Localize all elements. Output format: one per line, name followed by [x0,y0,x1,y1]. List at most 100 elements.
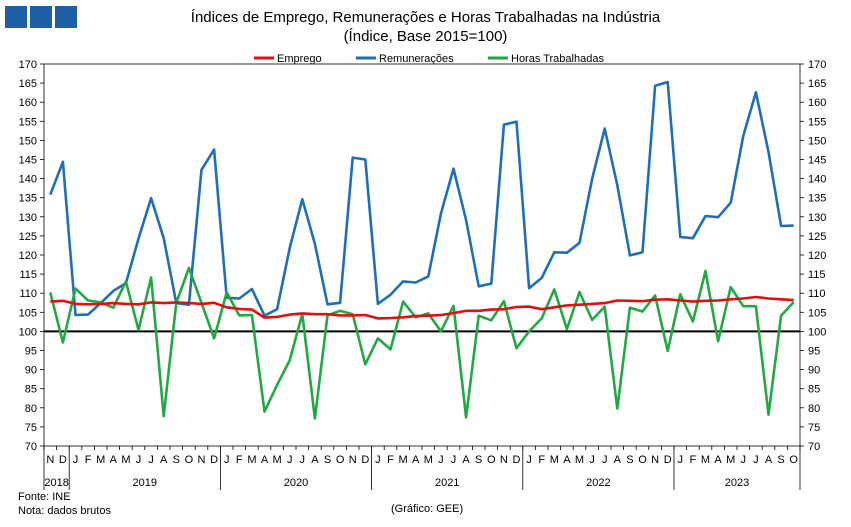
y-tick-label-left: 130 [19,212,37,224]
x-tick-label: S [626,454,633,466]
y-tick-label-left: 145 [19,155,37,167]
x-tick-label: A [261,454,269,466]
x-tick-label: S [777,454,784,466]
x-tick-label: O [789,454,798,466]
x-tick-label: S [324,454,331,466]
y-tick-label-right: 135 [808,193,826,205]
chart-credit: (Gráfico: GEE) [391,503,464,515]
x-tick-label: N [349,454,357,466]
x-tick-label: D [361,454,369,466]
y-tick-label-right: 145 [808,155,826,167]
logo-square [5,6,27,28]
x-tick-label: M [550,454,559,466]
x-tick-label: J [148,454,154,466]
x-tick-label: F [538,454,545,466]
year-label: 2018 [44,477,68,489]
y-tick-label-right: 130 [808,212,826,224]
x-tick-label: M [247,454,256,466]
data-note: Nota: dados brutos [18,505,111,517]
x-tick-label: D [664,454,672,466]
y-tick-label-right: 70 [808,441,820,453]
y-tick-label-right: 110 [808,288,826,300]
x-tick-label: A [614,454,622,466]
x-tick-label: N [651,454,659,466]
x-tick-label: S [173,454,180,466]
x-tick-label: J [589,454,595,466]
x-tick-label: D [210,454,218,466]
x-tick-label: J [741,454,747,466]
x-tick-label: M [575,454,584,466]
x-tick-label: N [500,454,508,466]
x-tick-label: J [678,454,684,466]
x-tick-label: O [336,454,345,466]
x-tick-label: J [300,454,306,466]
y-tick-label-right: 125 [808,231,826,243]
x-tick-label: N [198,454,206,466]
x-tick-label: F [690,454,697,466]
x-tick-label: J [526,454,532,466]
x-tick-label: M [273,454,282,466]
x-tick-label: F [236,454,243,466]
y-tick-label-left: 115 [19,269,37,281]
publisher-logo [5,6,77,28]
series-line-horas [49,266,795,420]
source-note: Fonte: INE [18,491,71,503]
x-tick-label: F [387,454,394,466]
logo-square [55,6,77,28]
x-tick-label: M [96,454,105,466]
x-tick-label: J [73,454,79,466]
x-tick-label: S [475,454,482,466]
y-tick-label-left: 155 [19,116,37,128]
x-tick-label: A [563,454,571,466]
x-tick-label: N [46,454,54,466]
x-tick-label: J [287,454,293,466]
y-tick-label-left: 105 [19,307,37,319]
x-tick-label: M [726,454,735,466]
x-tick-label: O [185,454,194,466]
x-tick-label: M [424,454,433,466]
x-tick-label: M [121,454,130,466]
series-line-remuneracoes [49,80,794,318]
x-tick-label: A [412,454,420,466]
chart-title: Índices de Emprego, Remunerações e Horas… [190,9,661,26]
year-label: 2022 [586,477,610,489]
y-tick-label-right: 85 [808,384,820,396]
x-tick-label: J [602,454,608,466]
x-tick-label: D [59,454,67,466]
plot-area [43,63,801,447]
y-tick-label-right: 105 [808,307,826,319]
x-tick-label: A [765,454,773,466]
y-tick-label-left: 90 [25,365,37,377]
y-tick-label-right: 75 [808,422,820,434]
y-tick-label-left: 160 [19,97,37,109]
x-tick-label: J [375,454,381,466]
y-tick-label-right: 100 [808,326,826,338]
legend-label: Emprego [277,53,322,65]
y-tick-label-left: 150 [19,135,37,147]
x-tick-label: M [399,454,408,466]
logo-square [30,6,52,28]
y-tick-label-right: 80 [808,403,820,415]
x-tick-label: J [136,454,142,466]
y-tick-label-left: 135 [19,193,37,205]
year-label: 2021 [435,477,459,489]
x-tick-label: A [311,454,319,466]
year-label: 2019 [133,477,157,489]
x-tick-label: O [487,454,496,466]
x-tick-label: J [451,454,457,466]
x-tick-label: M [701,454,710,466]
y-tick-label-left: 85 [25,384,37,396]
series-line-emprego [50,295,794,320]
legend-label: Horas Trabalhadas [511,53,604,65]
y-tick-label-left: 110 [19,288,37,300]
y-tick-label-left: 170 [19,59,37,71]
x-tick-label: A [110,454,118,466]
x-tick-label: D [513,454,521,466]
x-tick-label: A [160,454,168,466]
y-tick-label-left: 80 [25,403,37,415]
y-tick-label-left: 100 [19,326,37,338]
year-label: 2023 [725,477,749,489]
x-tick-label: A [462,454,470,466]
chart-subtitle: (Índice, Base 2015=100) [343,28,508,45]
